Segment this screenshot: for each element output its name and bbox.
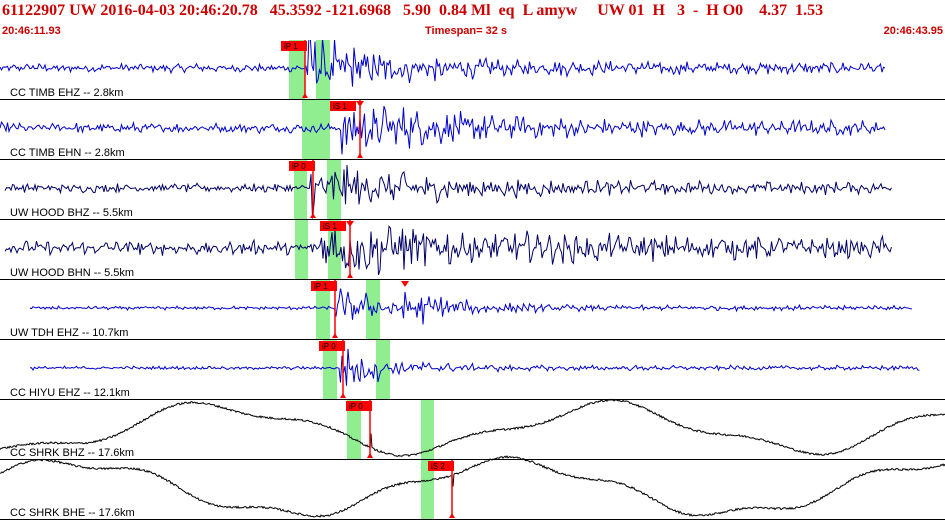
pick-arrow-icon <box>401 281 409 287</box>
pick-window[interactable] <box>289 40 305 100</box>
pick-arrow-icon <box>340 393 346 398</box>
channel-label: UW HOOD BHN -- 5.5km <box>10 267 134 279</box>
timespan-label: Timespan= 32 s <box>425 25 508 37</box>
channel-panel[interactable]: iP 1 UW TDH EHZ -- 10.7km <box>0 280 945 340</box>
pick-window[interactable] <box>323 340 337 400</box>
channel-label: CC SHRK BHZ -- 17.6km <box>10 447 134 459</box>
pick-label-box[interactable] <box>281 41 307 51</box>
channel-panel[interactable]: iP 0 CC SHRK BHZ -- 17.6km <box>0 398 945 460</box>
pick-arrow-icon <box>356 101 364 107</box>
waveform-trace <box>29 288 913 325</box>
waveform-trace <box>0 105 886 155</box>
pick-label: iS 1 <box>333 102 347 111</box>
channel-label: CC SHRK BHE -- 17.6km <box>10 507 135 519</box>
pick-label: iP 0 <box>322 342 336 351</box>
waveform-trace <box>30 348 920 386</box>
channel-panel[interactable]: iS 1 CC TIMB EHN -- 2.8km <box>0 100 945 160</box>
channel-panel[interactable]: iS 2 CC SHRK BHE -- 17.6km <box>0 455 945 520</box>
pick-label-box[interactable] <box>289 161 315 171</box>
pick-arrow-icon <box>302 93 308 98</box>
pick-label: iS 1 <box>323 222 337 231</box>
pick-arrow-icon <box>310 213 316 218</box>
pick-window[interactable] <box>316 100 330 160</box>
waveform-trace <box>4 225 892 276</box>
channel-label: CC TIMB EHZ -- 2.8km <box>10 87 123 99</box>
pick-label: iP 0 <box>349 402 363 411</box>
pick-window[interactable] <box>421 460 434 520</box>
channel-panel[interactable]: iP 0 UW HOOD BHZ -- 5.5km <box>0 160 945 220</box>
seismogram-panels[interactable]: iP 1 CC TIMB EHZ -- 2.8km iS 1 CC TIMB EHN … <box>0 40 945 520</box>
pick-window[interactable] <box>294 160 307 220</box>
pick-label-box[interactable] <box>319 341 345 351</box>
pick-window[interactable] <box>295 220 308 280</box>
pick-label: iS 2 <box>431 462 445 471</box>
channel-label: UW TDH EHZ -- 10.7km <box>10 327 128 339</box>
pick-label: iP 0 <box>292 162 306 171</box>
pick-arrow-icon <box>332 333 338 338</box>
channel-panel[interactable]: iS 1 UW HOOD BHN -- 5.5km <box>0 220 945 280</box>
pick-window[interactable] <box>376 340 390 400</box>
pick-window[interactable] <box>316 280 330 340</box>
waveform-trace <box>0 455 945 518</box>
end-time-label: 20:46:43.95 <box>883 25 943 37</box>
pick-arrow-icon <box>367 453 373 458</box>
pick-label-box[interactable] <box>320 221 346 231</box>
pick-window[interactable] <box>421 400 434 460</box>
pick-label-box[interactable] <box>346 401 372 411</box>
waveform-trace <box>0 398 945 457</box>
pick-arrow-icon <box>347 273 353 278</box>
channel-label: CC TIMB EHN -- 2.8km <box>10 147 125 159</box>
pick-label-box[interactable] <box>428 461 454 471</box>
pick-label-box[interactable] <box>330 101 356 111</box>
waveform-trace <box>4 164 892 219</box>
channel-label: UW HOOD BHZ -- 5.5km <box>10 207 133 219</box>
pick-label: iP 1 <box>284 42 298 51</box>
pick-label-box[interactable] <box>311 281 337 291</box>
start-time-label: 20:46:11.93 <box>2 25 61 37</box>
channel-label: CC HIYU EHZ -- 12.1km <box>10 387 130 399</box>
event-header: 61122907 UW 2016-04-03 20:46:20.78 45.35… <box>0 0 945 40</box>
waveform-trace <box>0 40 886 87</box>
channel-panel[interactable]: iP 1 CC TIMB EHZ -- 2.8km <box>0 40 945 100</box>
pick-arrow-icon <box>357 153 363 158</box>
pick-arrow-icon <box>346 221 354 227</box>
event-summary-line: 61122907 UW 2016-04-03 20:46:20.78 45.35… <box>2 2 824 19</box>
pick-window[interactable] <box>347 400 361 460</box>
pick-label: iP 1 <box>314 282 328 291</box>
channel-panel[interactable]: iP 0 CC HIYU EHZ -- 12.1km <box>0 340 945 400</box>
pick-arrow-icon <box>449 513 455 518</box>
pick-window[interactable] <box>316 40 330 100</box>
